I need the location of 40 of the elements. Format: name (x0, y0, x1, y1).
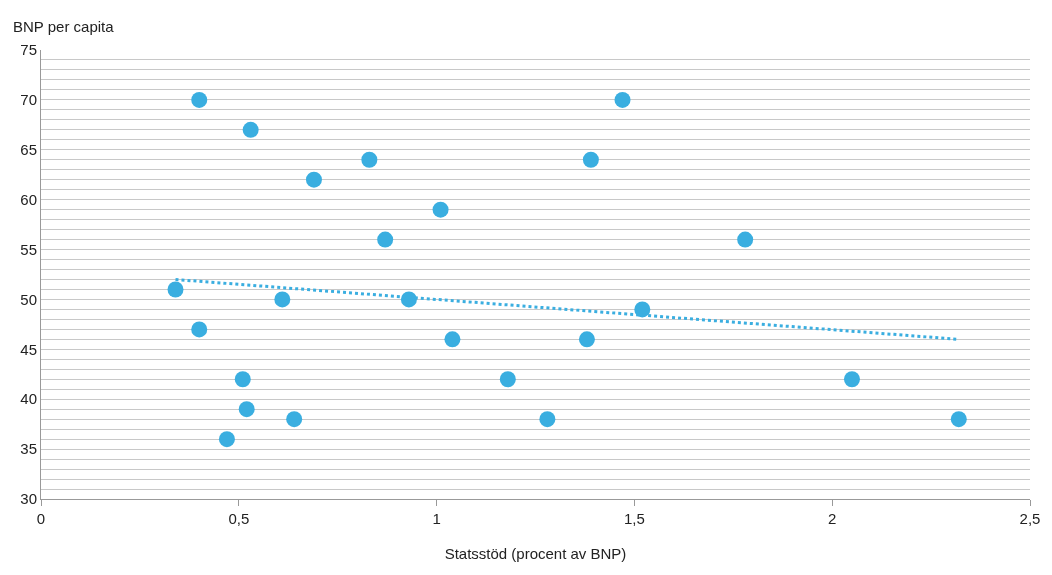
point (737, 231, 754, 248)
point (305, 171, 322, 188)
point (499, 371, 516, 388)
point (614, 91, 631, 108)
y-axis-title: BNP per capita (13, 18, 115, 35)
y-tick-label: 55 (20, 240, 37, 258)
y-tick-label: 75 (20, 41, 37, 59)
x-tick-label: 0,5 (228, 510, 250, 527)
point (950, 411, 967, 428)
point (286, 411, 303, 428)
y-tick-label: 30 (20, 490, 37, 508)
point (377, 231, 394, 248)
point (444, 331, 461, 348)
y-tick-label: 50 (20, 290, 37, 308)
x-tick-label: 2 (828, 510, 837, 527)
point (191, 91, 208, 108)
x-tick-label: 1,5 (623, 510, 645, 527)
point (539, 411, 556, 428)
point (843, 371, 860, 388)
point (274, 291, 291, 308)
point (361, 151, 378, 168)
point (234, 371, 251, 388)
x-tick-label: 0 (36, 510, 46, 527)
y-tick-label: 40 (20, 390, 37, 408)
point (218, 431, 235, 448)
point (578, 331, 595, 348)
x-tick-label: 1 (432, 510, 441, 527)
point (167, 281, 184, 298)
x-axis-title: Statsstöd (procent av BNP) (444, 545, 627, 562)
x-tick-label: 2,5 (1019, 510, 1041, 527)
point (582, 151, 599, 168)
y-tick-label: 45 (20, 340, 37, 358)
y-tick-label: 65 (20, 141, 37, 159)
point (191, 321, 208, 338)
point (432, 201, 449, 218)
y-tick-label: 35 (20, 440, 37, 458)
point (238, 401, 255, 418)
point (242, 121, 259, 138)
y-tick-label: 70 (20, 91, 37, 109)
y-tick-label: 60 (20, 190, 37, 208)
